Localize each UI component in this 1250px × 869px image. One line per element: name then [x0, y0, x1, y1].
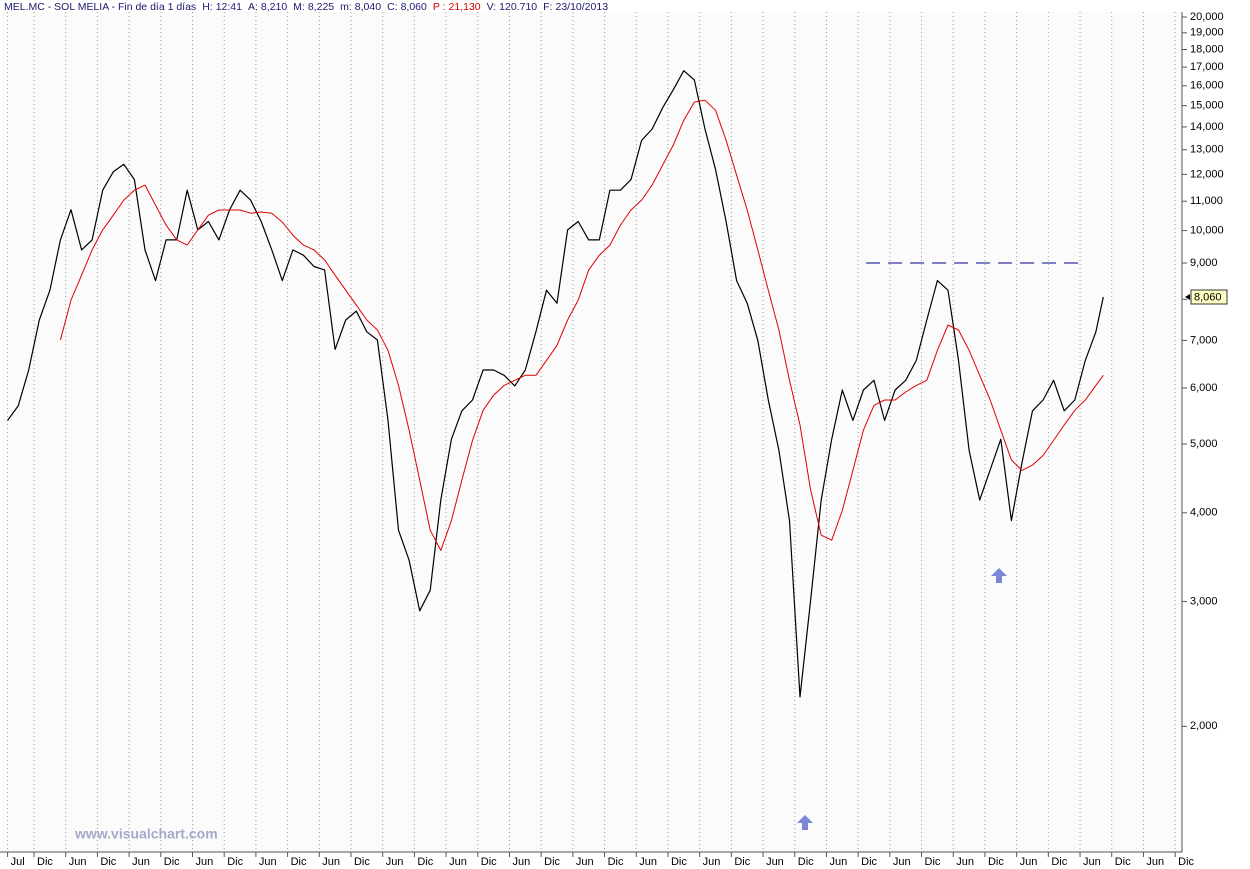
- header-field: V: 120.710: [487, 1, 538, 13]
- x-tick-label: Jun: [1020, 856, 1038, 868]
- x-tick-label: Jun: [1083, 856, 1101, 868]
- y-tick-label: 17,000: [1190, 61, 1224, 73]
- x-tick-label: Jun: [766, 856, 784, 868]
- y-tick-label: 11,000: [1190, 195, 1223, 207]
- y-tick-label: 4,000: [1190, 507, 1218, 519]
- x-tick-label: Dic: [861, 856, 877, 868]
- x-tick-label: Dic: [1115, 856, 1131, 868]
- last-value-label: 8,060: [1194, 291, 1222, 303]
- header-field-label: m:: [340, 1, 352, 13]
- header-field-value: 8,225: [307, 1, 335, 13]
- y-tick-label: 2,000: [1190, 720, 1218, 732]
- x-tick-label: Dic: [671, 856, 687, 868]
- header-field-value: 8,040: [354, 1, 382, 13]
- header-field: P :21,130: [433, 1, 481, 13]
- y-tick-label: 13,000: [1190, 144, 1224, 156]
- x-tick-label: Jun: [196, 856, 214, 868]
- x-tick-label: Dic: [100, 856, 116, 868]
- x-tick-label: Dic: [798, 856, 814, 868]
- x-tick-label: Jun: [956, 856, 974, 868]
- plot-area: [1, 12, 1182, 852]
- y-tick-label: 5,000: [1190, 438, 1218, 450]
- y-tick-label: 18,000: [1190, 43, 1224, 55]
- header-field-label: C:: [387, 1, 398, 13]
- x-tick-label: Dic: [417, 856, 433, 868]
- x-tick-label: Jun: [829, 856, 847, 868]
- header-field: m: 8,040: [340, 1, 381, 13]
- x-tick-label: Dic: [164, 856, 180, 868]
- x-tick-label: Jul: [11, 856, 25, 868]
- arrow-marker: [797, 815, 813, 830]
- y-tick-label: 12,000: [1190, 168, 1224, 180]
- header-field-label: V:: [486, 1, 497, 13]
- y-tick-label: 15,000: [1190, 100, 1224, 112]
- header-field-value: 120.710: [499, 1, 538, 13]
- header-field: F: 23/10/2013: [543, 1, 608, 13]
- header-field-value: 8,210: [260, 1, 288, 13]
- x-tick-label: Dic: [227, 856, 243, 868]
- price-line: [59, 99, 1104, 551]
- arrow-marker: [991, 568, 1007, 583]
- header-field-label: P :: [432, 1, 446, 13]
- header-title: MEL.MC - SOL MELIA - Fin de día 1 días: [4, 1, 197, 13]
- x-tick-label: Jun: [132, 856, 150, 868]
- x-tick-label: Dic: [608, 856, 624, 868]
- x-tick-label: Dic: [291, 856, 307, 868]
- y-tick-label: 20,000: [1190, 11, 1224, 23]
- header-field-label: H:: [202, 1, 213, 13]
- x-tick-label: Dic: [988, 856, 1004, 868]
- y-tick-label: 14,000: [1190, 121, 1224, 133]
- header: MEL.MC - SOL MELIA - Fin de día 1 días H:…: [4, 1, 614, 13]
- x-tick-label: Dic: [481, 856, 497, 868]
- y-tick-label: 9,000: [1190, 257, 1218, 269]
- x-tick-label: Dic: [1178, 856, 1194, 868]
- y-tick-label: 3,000: [1190, 595, 1218, 607]
- x-tick-label: Dic: [354, 856, 370, 868]
- x-tick-label: Jun: [639, 856, 657, 868]
- x-tick-label: Jun: [322, 856, 340, 868]
- header-field-value: 23/10/2013: [555, 1, 609, 13]
- watermark: www.visualchart.com: [74, 826, 218, 842]
- x-tick-label: Jun: [386, 856, 404, 868]
- header-field-value: 8,060: [400, 1, 427, 13]
- x-tick-label: Dic: [734, 856, 750, 868]
- y-tick-label: 16,000: [1190, 80, 1224, 92]
- header-field: A: 8,210: [248, 1, 287, 13]
- header-field-value: 21,130: [448, 1, 481, 13]
- header-field-label: A:: [247, 1, 258, 13]
- x-tick-label: Jun: [576, 856, 594, 868]
- x-tick-label: Dic: [925, 856, 941, 868]
- last-value-pointer: [1185, 293, 1190, 300]
- y-tick-label: 7,000: [1190, 334, 1218, 346]
- x-tick-label: Jun: [69, 856, 87, 868]
- header-field: H: 12:41: [202, 1, 242, 13]
- x-tick-label: Dic: [37, 856, 53, 868]
- y-tick-label: 10,000: [1190, 224, 1224, 236]
- header-field-label: M:: [293, 1, 305, 13]
- x-tick-label: Jun: [449, 856, 467, 868]
- x-tick-label: Jun: [893, 856, 911, 868]
- x-tick-label: Jun: [703, 856, 721, 868]
- header-field: M: 8,225: [293, 1, 334, 13]
- header-field: C: 8,060: [387, 1, 427, 13]
- y-tick-label: 19,000: [1190, 27, 1224, 39]
- x-tick-label: Jun: [1146, 856, 1164, 868]
- last-value-box: [1190, 289, 1228, 305]
- x-tick-label: Jun: [259, 856, 277, 868]
- header-field-value: 12:41: [215, 1, 242, 13]
- header-field-label: F:: [543, 1, 553, 13]
- y-tick-label: 6,000: [1190, 382, 1218, 394]
- x-tick-label: Dic: [1051, 856, 1067, 868]
- x-tick-label: Jun: [512, 856, 530, 868]
- price-line: [7, 70, 1104, 698]
- x-tick-label: Dic: [544, 856, 560, 868]
